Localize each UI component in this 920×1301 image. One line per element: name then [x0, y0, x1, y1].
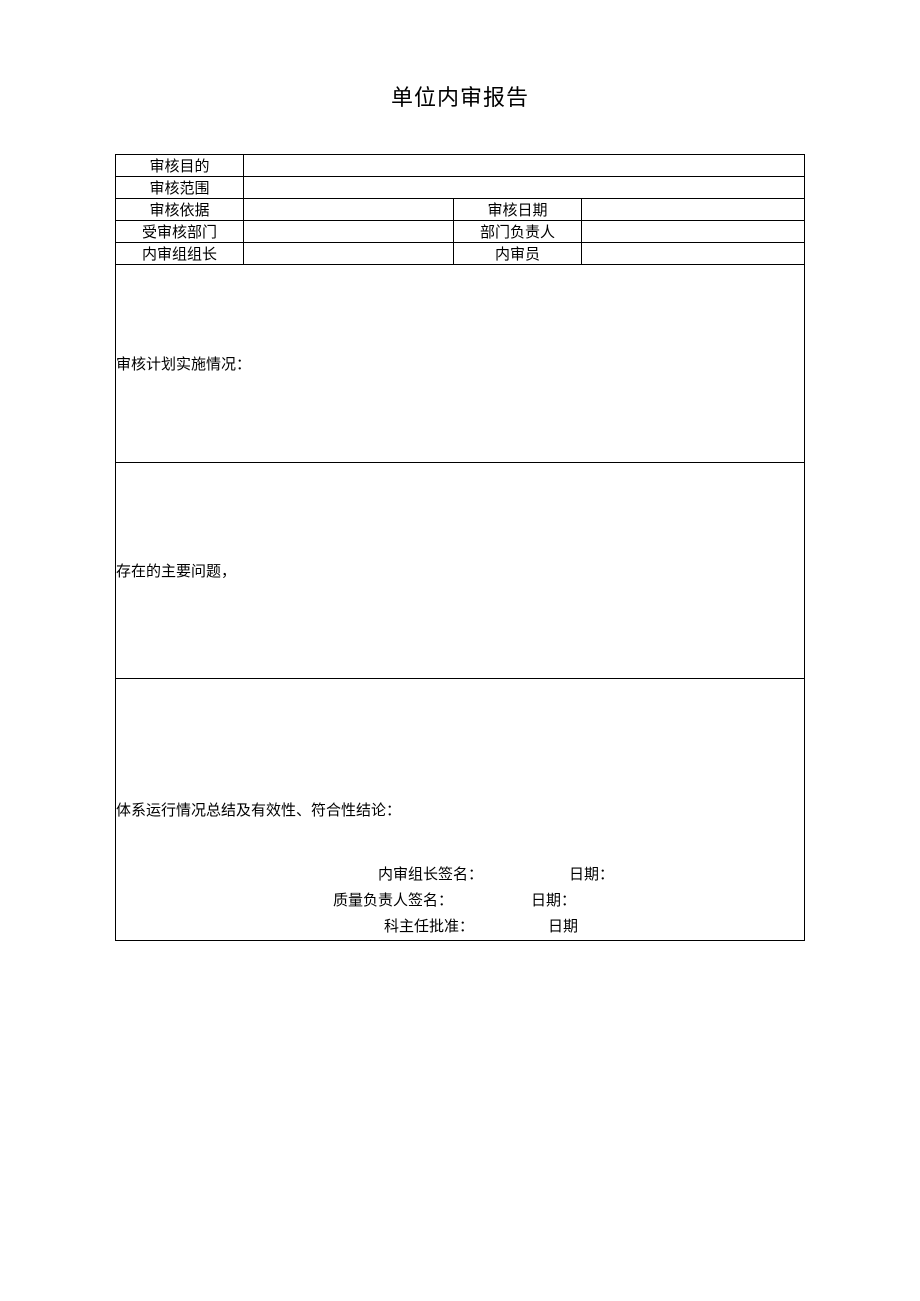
row-audited-dept: 受审核部门 部门负责人 — [116, 221, 805, 243]
sig-director-date-label: 日期 — [548, 914, 578, 940]
sig-quality-label: 质量负责人签名： — [333, 888, 453, 914]
label-audit-scope: 审核范围 — [116, 177, 244, 199]
signature-block: 内审组长签名： 日期： 质量负责人签名： 日期： 科主任批准： 日期 — [116, 862, 804, 940]
value-audit-date — [582, 199, 805, 221]
label-dept-head: 部门负责人 — [454, 221, 582, 243]
signature-line-quality: 质量负责人签名： 日期： — [116, 888, 804, 914]
value-auditor — [582, 243, 805, 265]
section-main-issues: 存在的主要问题， — [116, 463, 805, 679]
row-section-issues: 存在的主要问题， — [116, 463, 805, 679]
document-title: 单位内审报告 — [115, 80, 805, 112]
section-plan-impl: 审核计划实施情况： — [116, 265, 805, 463]
label-audit-date: 审核日期 — [454, 199, 582, 221]
value-audit-purpose — [244, 155, 805, 177]
row-audit-purpose: 审核目的 — [116, 155, 805, 177]
signature-line-director: 科主任批准： 日期 — [116, 914, 804, 940]
label-audited-dept: 受审核部门 — [116, 221, 244, 243]
label-audit-basis: 审核依据 — [116, 199, 244, 221]
sig-leader-label: 内审组长签名： — [378, 862, 483, 888]
value-audited-dept — [244, 221, 454, 243]
section-plan-label: 审核计划实施情况： — [116, 357, 251, 373]
row-audit-leader: 内审组组长 内审员 — [116, 243, 805, 265]
label-auditor: 内审员 — [454, 243, 582, 265]
value-dept-head — [582, 221, 805, 243]
sig-director-label: 科主任批准： — [384, 914, 474, 940]
sig-leader-date-label: 日期： — [569, 862, 614, 888]
section-issues-label: 存在的主要问题， — [116, 564, 236, 580]
row-audit-scope: 审核范围 — [116, 177, 805, 199]
audit-form-table: 审核目的 审核范围 审核依据 审核日期 受审核部门 部门负责人 内审组组长 内审… — [115, 154, 805, 941]
signature-line-leader: 内审组长签名： 日期： — [116, 862, 804, 888]
row-section-plan: 审核计划实施情况： — [116, 265, 805, 463]
label-audit-leader: 内审组组长 — [116, 243, 244, 265]
row-audit-basis: 审核依据 审核日期 — [116, 199, 805, 221]
value-audit-leader — [244, 243, 454, 265]
sig-quality-date-label: 日期： — [531, 888, 576, 914]
label-audit-purpose: 审核目的 — [116, 155, 244, 177]
row-section-conclusion: 体系运行情况总结及有效性、符合性结论： 内审组长签名： 日期： 质量负责人签名：… — [116, 679, 805, 941]
value-audit-scope — [244, 177, 805, 199]
value-audit-basis — [244, 199, 454, 221]
document-page: 单位内审报告 审核目的 审核范围 审核依据 审核日期 受审核部门 部门负责人 内… — [0, 0, 920, 941]
section-conclusion: 体系运行情况总结及有效性、符合性结论： 内审组长签名： 日期： 质量负责人签名：… — [116, 679, 805, 941]
section-conclusion-label: 体系运行情况总结及有效性、符合性结论： — [116, 803, 401, 819]
